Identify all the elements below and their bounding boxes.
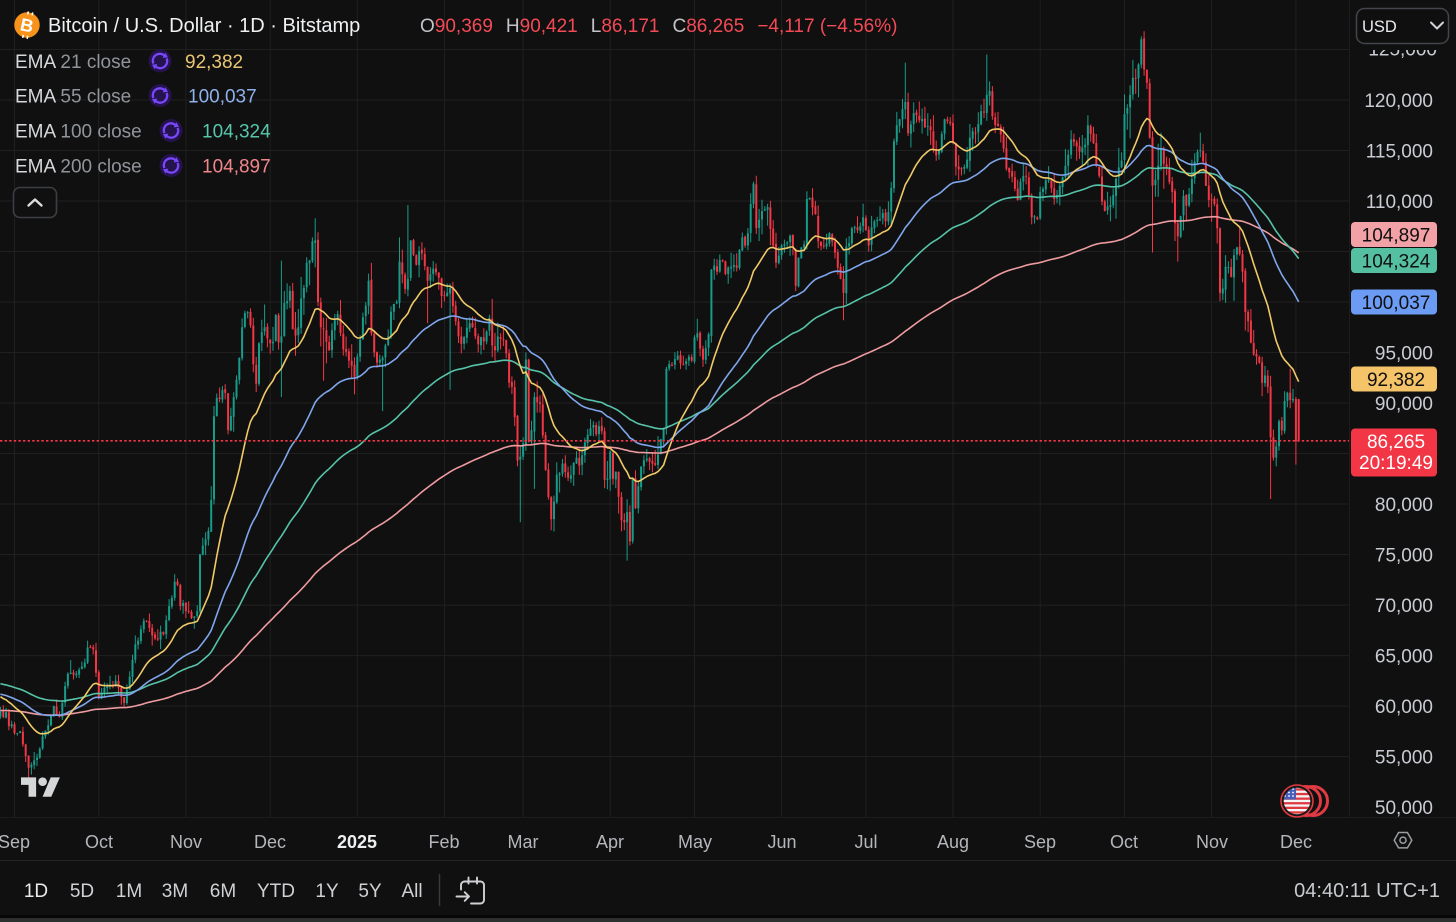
svg-text:Oct: Oct — [1110, 832, 1138, 852]
svg-text:75,000: 75,000 — [1375, 545, 1433, 566]
svg-text:1Y: 1Y — [315, 881, 339, 902]
svg-text:115,000: 115,000 — [1366, 141, 1433, 162]
svg-text:104,324: 104,324 — [202, 121, 271, 142]
svg-text:92,382: 92,382 — [185, 52, 243, 73]
svg-text:Dec: Dec — [254, 832, 286, 852]
svg-text:100,037: 100,037 — [188, 86, 257, 107]
svg-text:104,897: 104,897 — [202, 156, 271, 177]
svg-text:65,000: 65,000 — [1375, 646, 1433, 667]
svg-text:120,000: 120,000 — [1364, 91, 1433, 112]
svg-text:86,265: 86,265 — [1367, 432, 1425, 453]
svg-text:20:19:49: 20:19:49 — [1359, 453, 1433, 474]
svg-text:EMA 55 close: EMA 55 close — [15, 86, 131, 107]
svg-text:6M: 6M — [210, 881, 236, 902]
svg-text:Sep: Sep — [1024, 832, 1056, 852]
svg-text:50,000: 50,000 — [1375, 798, 1433, 819]
svg-text:55,000: 55,000 — [1375, 747, 1433, 768]
svg-text:Mar: Mar — [508, 832, 539, 852]
svg-text:104,324: 104,324 — [1362, 252, 1431, 273]
svg-text:Sep: Sep — [0, 832, 30, 852]
svg-text:Feb: Feb — [428, 832, 459, 852]
svg-text:B: B — [18, 14, 35, 36]
svg-text:100,037: 100,037 — [1362, 293, 1431, 314]
svg-text:92,382: 92,382 — [1367, 370, 1425, 391]
svg-text:Jul: Jul — [854, 832, 877, 852]
svg-text:Oct: Oct — [85, 832, 113, 852]
svg-text:Apr: Apr — [596, 832, 624, 852]
svg-text:2025: 2025 — [337, 832, 377, 852]
svg-text:Nov: Nov — [1196, 832, 1228, 852]
svg-text:All: All — [401, 881, 422, 902]
svg-text:95,000: 95,000 — [1375, 343, 1433, 364]
svg-text:1M: 1M — [116, 881, 142, 902]
svg-text:USD: USD — [1362, 18, 1397, 36]
svg-text:60,000: 60,000 — [1375, 697, 1433, 718]
svg-text:YTD: YTD — [257, 881, 295, 902]
svg-text:Bitcoin / U.S. Dollar · 1D · B: Bitcoin / U.S. Dollar · 1D · Bitstamp — [48, 15, 360, 37]
svg-text:EMA 100 close: EMA 100 close — [15, 121, 142, 142]
svg-text:90,000: 90,000 — [1375, 394, 1433, 415]
svg-text:EMA 200 close: EMA 200 close — [15, 156, 142, 177]
svg-text:04:40:11 UTC+1: 04:40:11 UTC+1 — [1294, 880, 1440, 902]
svg-text:70,000: 70,000 — [1375, 596, 1433, 617]
svg-text:5Y: 5Y — [358, 881, 382, 902]
svg-text:110,000: 110,000 — [1366, 192, 1433, 213]
svg-text:104,897: 104,897 — [1362, 226, 1431, 247]
svg-text:Nov: Nov — [170, 832, 202, 852]
svg-text:May: May — [678, 832, 712, 852]
svg-text:Jun: Jun — [767, 832, 796, 852]
svg-text:80,000: 80,000 — [1375, 495, 1433, 516]
svg-text:1D: 1D — [24, 881, 48, 902]
svg-text:Aug: Aug — [937, 832, 969, 852]
svg-text:Dec: Dec — [1280, 832, 1312, 852]
svg-text:5D: 5D — [70, 881, 94, 902]
svg-text:3M: 3M — [162, 881, 188, 902]
svg-text:EMA 21 close: EMA 21 close — [15, 52, 131, 73]
